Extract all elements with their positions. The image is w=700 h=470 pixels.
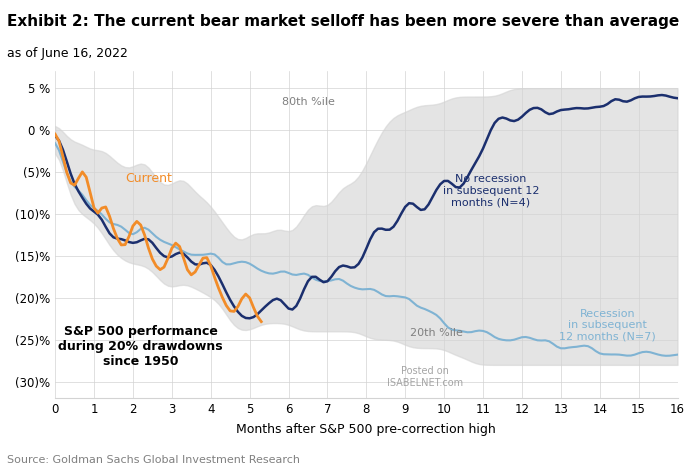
Text: Current: Current (125, 172, 172, 185)
Recession
in subsequent
12 months (N=7) (257, 268, 265, 274)
Recession
in subsequent
12 months (N=7) (642, 349, 650, 354)
No recession
in subsequent 12
months (N=4) (658, 92, 666, 98)
No recession
in subsequent 12
months (N=4) (646, 94, 654, 99)
Line: Recession
in subsequent
12 months (N=7): Recession in subsequent 12 months (N=7) (55, 143, 678, 356)
No recession
in subsequent 12
months (N=4) (572, 105, 580, 111)
Text: Exhibit 2: The current bear market selloff has been more severe than average: Exhibit 2: The current bear market sello… (7, 14, 679, 29)
Current (129, 223, 137, 229)
Line: Current: Current (55, 134, 261, 321)
Current (172, 240, 180, 246)
No recession
in subsequent 12
months (N=4) (246, 315, 254, 321)
Text: 20th %ile: 20th %ile (410, 328, 463, 337)
Recession
in subsequent
12 months (N=7) (568, 345, 577, 350)
Text: Source: Goldman Sachs Global Investment Research: Source: Goldman Sachs Global Investment … (7, 455, 300, 465)
Current (164, 256, 172, 261)
No recession
in subsequent 12
months (N=4) (261, 304, 270, 309)
Recession
in subsequent
12 months (N=7) (222, 261, 230, 267)
Recession
in subsequent
12 months (N=7) (281, 269, 289, 274)
Recession
in subsequent
12 months (N=7) (599, 352, 608, 357)
Current (51, 131, 60, 137)
Text: Recession
in subsequent
12 months (N=7): Recession in subsequent 12 months (N=7) (559, 308, 656, 342)
Text: No recession
in subsequent 12
months (N=4): No recession in subsequent 12 months (N=… (442, 174, 539, 208)
No recession
in subsequent 12
months (N=4) (673, 95, 682, 101)
X-axis label: Months after S&P 500 pre-correction high: Months after S&P 500 pre-correction high (237, 423, 496, 436)
No recession
in subsequent 12
months (N=4) (603, 101, 612, 107)
Current (257, 319, 265, 324)
No recession
in subsequent 12
months (N=4) (51, 133, 60, 139)
Current (191, 269, 200, 275)
No recession
in subsequent 12
months (N=4) (284, 306, 293, 311)
Recession
in subsequent
12 months (N=7) (51, 141, 60, 146)
Current (176, 244, 184, 250)
Text: Posted on
ISABELNET.com: Posted on ISABELNET.com (386, 366, 463, 388)
Current (86, 189, 94, 195)
Recession
in subsequent
12 months (N=7) (673, 352, 682, 358)
Recession
in subsequent
12 months (N=7) (662, 353, 670, 359)
Text: S&P 500 performance
during 20% drawdowns
since 1950: S&P 500 performance during 20% drawdowns… (58, 325, 223, 368)
No recession
in subsequent 12
months (N=4) (222, 290, 230, 295)
Text: as of June 16, 2022: as of June 16, 2022 (7, 47, 128, 60)
Line: No recession
in subsequent 12
months (N=4): No recession in subsequent 12 months (N=… (55, 95, 678, 318)
Text: 80th %ile: 80th %ile (281, 97, 335, 107)
